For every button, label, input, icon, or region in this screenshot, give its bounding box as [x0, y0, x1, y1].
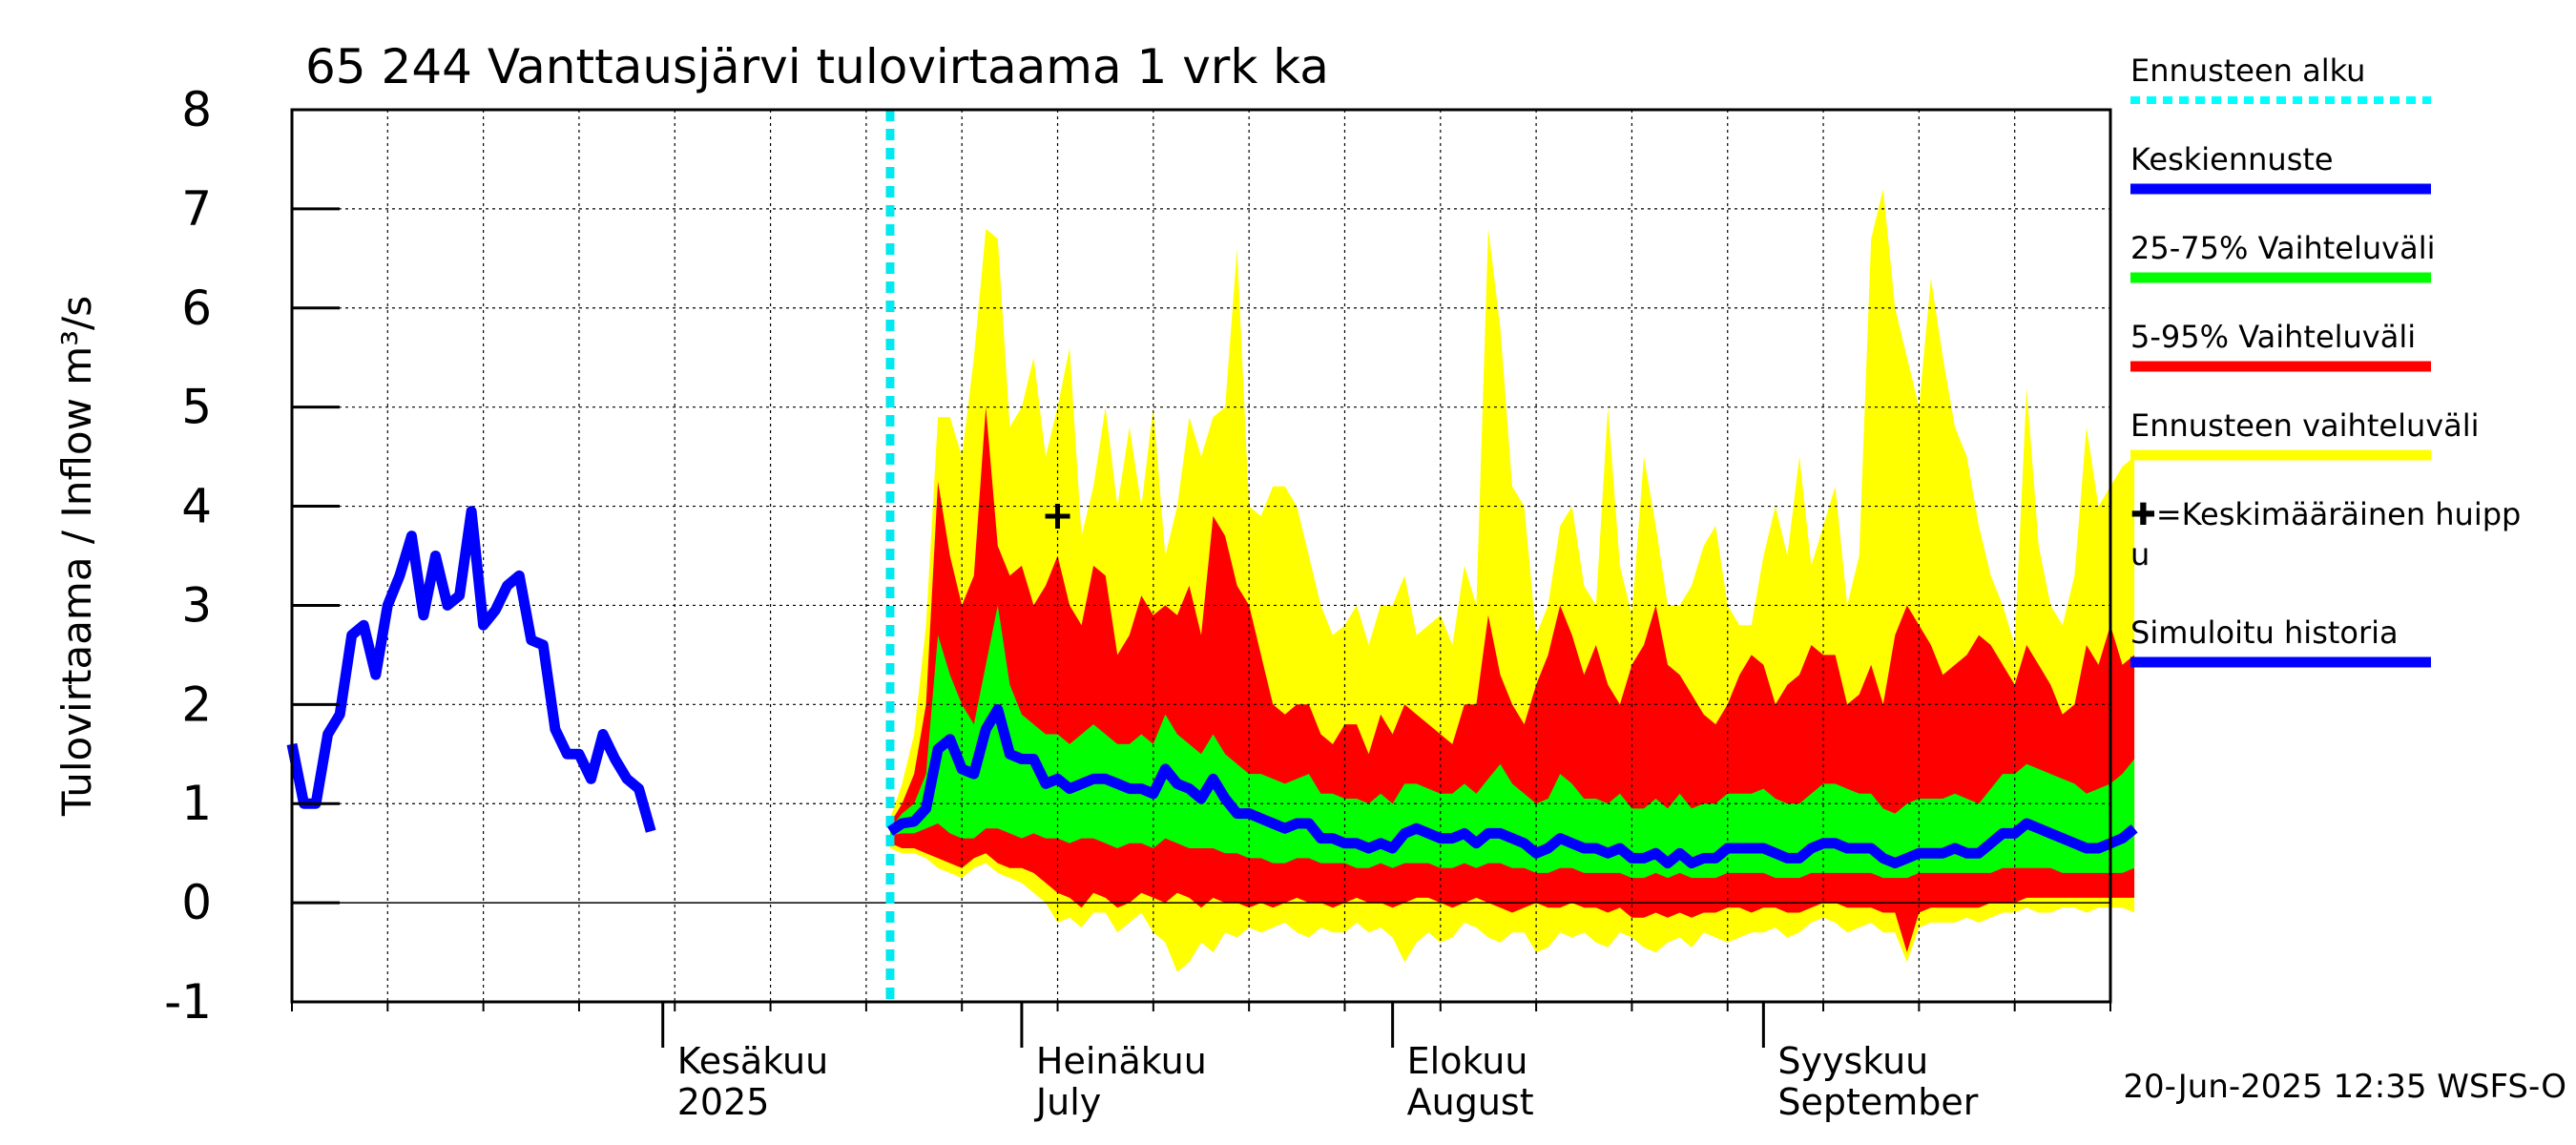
y-tick-label: 3 [181, 577, 212, 633]
legend-label: ✚=Keskimääräinen huipp [2130, 496, 2521, 532]
x-month-label: Elokuu [1407, 1040, 1528, 1082]
chart-title: 65 244 Vanttausjärvi tulovirtaama 1 vrk … [305, 39, 1329, 94]
x-month-label: Syyskuu [1777, 1040, 1928, 1082]
median-forecast-line [886, 704, 2138, 869]
legend: Ennusteen alku Keskiennuste 25-75% Vaihtel… [2130, 52, 2521, 668]
footer-timestamp: 20-Jun-2025 12:35 WSFS-O [2123, 1068, 2566, 1106]
x-month-label: Heinäkuu [1036, 1040, 1207, 1082]
peak-marker [1045, 503, 1070, 529]
legend-label: u [2130, 536, 2150, 572]
plot-frame [290, 108, 2112, 1004]
y-tick-label: 1 [181, 776, 212, 831]
legend-label: Ennusteen vaihteluväli [2130, 407, 2480, 444]
history-line [286, 506, 656, 833]
y-tick-label: 7 [181, 181, 212, 237]
y-axis-label: Tulovirtaama / Inflow m³/s [53, 296, 100, 817]
y-tick-label: 5 [181, 380, 212, 435]
legend-label: 5-95% Vaihteluväli [2130, 319, 2416, 355]
y-tick-label: -1 [164, 974, 212, 1030]
legend-label: 25-75% Vaihteluväli [2130, 230, 2435, 266]
legend-label: Simuloitu historia [2130, 614, 2399, 651]
y-tick-label: 4 [181, 479, 212, 534]
y-tick-label: 0 [181, 875, 212, 930]
x-month-sublabel: July [1034, 1081, 1101, 1123]
legend-label: Ennusteen alku [2130, 52, 2365, 89]
y-tick-label: 2 [181, 677, 212, 732]
band-25-75 [890, 605, 2135, 879]
y-tick-label: 6 [181, 281, 212, 336]
x-month-sublabel: September [1777, 1081, 1978, 1123]
x-month-sublabel: 2025 [677, 1081, 770, 1123]
x-month-label: Kesäkuu [677, 1040, 829, 1082]
grid [292, 110, 2110, 1002]
series-lines [286, 110, 2138, 1002]
legend-label: Keskiennuste [2130, 141, 2334, 177]
forecast-bands [890, 189, 2135, 972]
y-tick-label: 8 [181, 82, 212, 137]
x-month-sublabel: August [1407, 1081, 1534, 1123]
